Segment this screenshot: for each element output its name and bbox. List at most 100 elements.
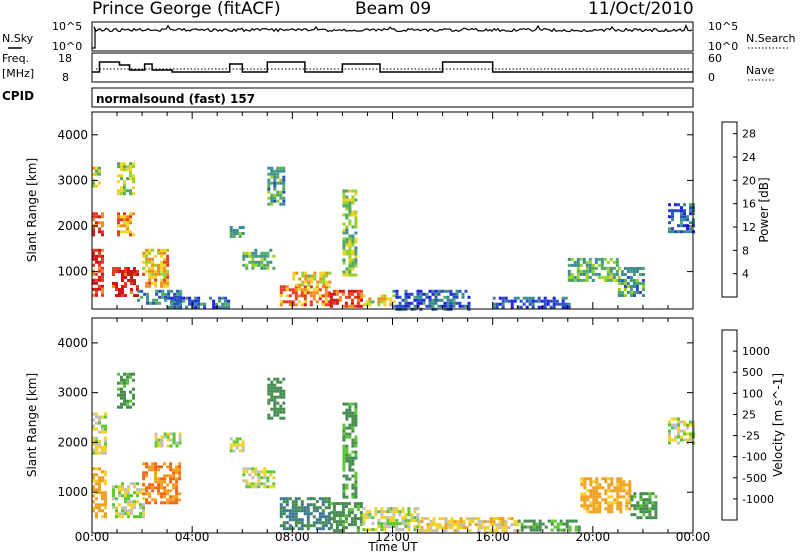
velocity-cell	[450, 517, 454, 521]
power-cell	[558, 302, 562, 306]
power-cell	[123, 212, 126, 216]
velocity-cell	[423, 529, 427, 533]
power-cell	[377, 300, 381, 304]
velocity-cell	[127, 503, 130, 507]
power-cell	[689, 212, 692, 216]
power-cell	[606, 272, 610, 276]
velocity-cell	[642, 510, 646, 514]
velocity-cell	[630, 498, 634, 502]
power-cell	[112, 285, 115, 288]
power-cell	[145, 284, 149, 288]
power-cell	[350, 289, 354, 293]
power-cell	[120, 224, 123, 228]
power-cell	[342, 198, 346, 202]
power-cell	[273, 187, 277, 191]
velocity-cell	[395, 528, 399, 532]
velocity-cell	[160, 486, 164, 490]
velocity-cell	[392, 507, 396, 511]
power-cell	[626, 282, 630, 285]
velocity-cell	[282, 392, 286, 396]
velocity-ytick-label: 2000	[57, 435, 88, 449]
power-cell	[130, 291, 133, 294]
cpid-panel: CPID normalsound (fast) 157	[2, 87, 694, 108]
velocity-cell	[139, 512, 142, 516]
power-cell	[276, 172, 280, 176]
velocity-cell	[654, 495, 658, 499]
power-cell	[123, 189, 126, 193]
velocity-cell	[145, 486, 149, 490]
power-cell	[327, 300, 331, 304]
velocity-cell	[589, 480, 593, 484]
velocity-cell	[288, 512, 292, 516]
power-cell	[95, 287, 98, 291]
velocity-cell	[413, 519, 417, 523]
power-cell	[120, 174, 123, 178]
velocity-region-3	[117, 372, 135, 409]
velocity-cell	[598, 501, 602, 505]
velocity-cell	[362, 519, 366, 523]
power-cell	[136, 288, 139, 291]
velocity-cell	[630, 504, 634, 508]
velocity-cell	[306, 503, 310, 507]
power-cell	[422, 301, 426, 305]
velocity-cell	[270, 395, 274, 399]
power-cell	[163, 272, 167, 276]
power-cell	[95, 221, 98, 225]
velocity-cell	[345, 444, 349, 448]
power-cell	[117, 192, 120, 196]
velocity-cell	[604, 498, 608, 502]
power-cell	[167, 305, 171, 309]
velocity-cell	[595, 480, 599, 484]
power-cell	[123, 168, 126, 172]
power-cell	[567, 278, 571, 282]
power-cell	[151, 257, 155, 261]
noise-left-tick-top: 10^5	[52, 20, 82, 33]
velocity-cell	[628, 489, 632, 493]
power-cell	[348, 204, 352, 208]
velocity-cell	[645, 501, 649, 505]
velocity-cell	[354, 444, 358, 448]
velocity-cell	[642, 504, 646, 508]
power-cell	[641, 285, 645, 288]
velocity-cell	[601, 477, 605, 481]
power-cell	[266, 251, 270, 255]
velocity-cell	[318, 521, 322, 525]
velocity-cell	[269, 485, 273, 489]
velocity-cell	[327, 527, 331, 531]
power-cell	[292, 277, 296, 281]
power-cell	[95, 254, 98, 258]
velocity-cell	[254, 485, 258, 489]
power-cell	[635, 270, 639, 273]
velocity-cell	[112, 491, 115, 495]
velocity-cell	[689, 438, 692, 442]
velocity-cell	[166, 501, 170, 505]
velocity-cell	[288, 497, 292, 501]
velocity-cell	[248, 467, 252, 471]
power-cell	[95, 272, 98, 276]
velocity-cell	[123, 396, 126, 400]
power-cell	[238, 235, 242, 238]
power-cell	[327, 303, 331, 307]
power-cell	[295, 271, 299, 275]
power-cell	[632, 291, 636, 294]
power-cell	[167, 289, 171, 293]
power-cell	[528, 299, 532, 303]
power-cell	[176, 302, 180, 306]
velocity-cell	[633, 513, 637, 517]
power-cell	[452, 298, 456, 302]
velocity-cell	[607, 483, 611, 487]
velocity-cell	[335, 523, 339, 527]
velocity-cell	[342, 483, 346, 487]
velocity-cell	[324, 518, 328, 522]
power-cell	[98, 269, 101, 273]
velocity-cell	[127, 515, 130, 519]
power-cell	[132, 233, 135, 237]
velocity-cell	[595, 501, 599, 505]
power-cell	[686, 218, 689, 222]
velocity-cell	[350, 523, 354, 527]
power-cell	[342, 258, 346, 262]
power-cell	[221, 302, 225, 306]
velocity-cell	[160, 501, 164, 505]
power-cell	[626, 285, 630, 288]
power-cell	[680, 221, 683, 225]
